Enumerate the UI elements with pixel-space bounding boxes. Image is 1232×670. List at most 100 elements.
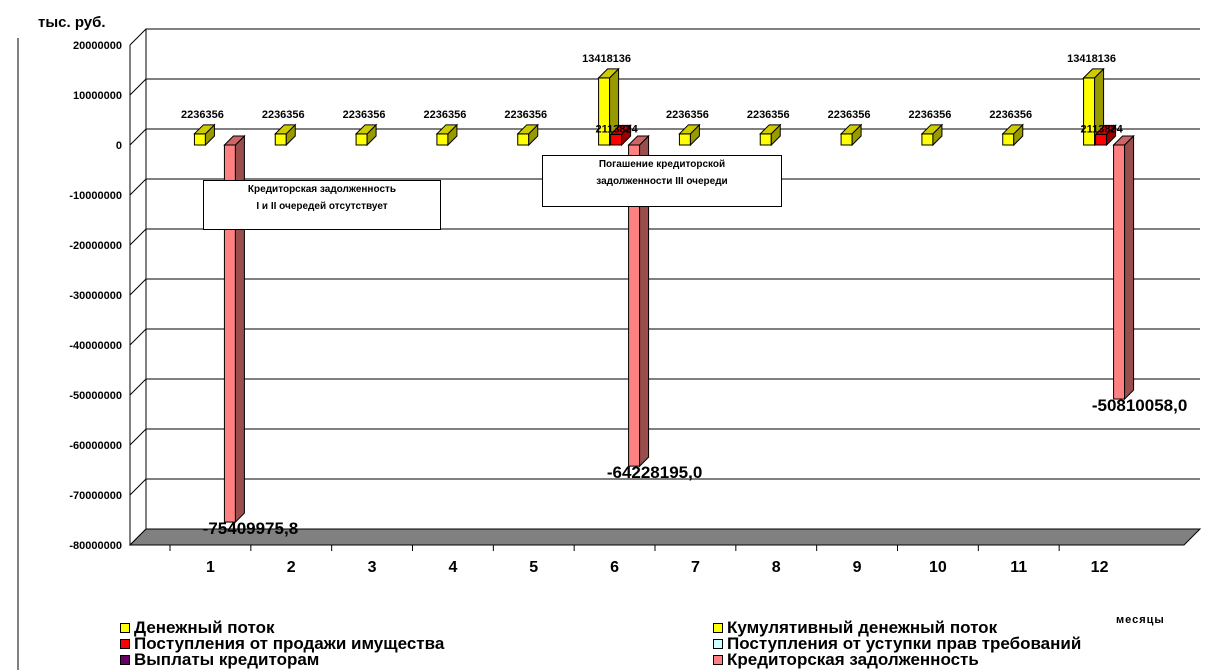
bar-cash-flow-top [516, 124, 539, 135]
y-tick-label: -40000000 [69, 340, 122, 352]
gridline [129, 428, 1200, 446]
bar-accounts-payable-top [627, 135, 650, 146]
y-tick-label: 20000000 [73, 40, 122, 52]
data-label-accounts-payable: -75409975,8 [203, 519, 298, 538]
y-tick-label: -60000000 [69, 440, 122, 452]
x-tick-label: 1 [206, 559, 215, 576]
annotation-debt-repayment: Погашение кредиторской задолженности III… [542, 155, 782, 207]
bar-cash-flow [193, 133, 206, 146]
legend-item-creditor-payments: Выплаты кредиторам [120, 651, 319, 668]
legend-label: Кредиторская задолженность [727, 650, 979, 669]
bar-cash-flow-top [1001, 124, 1024, 135]
y-tick-label: -30000000 [69, 290, 122, 302]
bar-cash-flow [1002, 133, 1015, 146]
bar-cash-flow-top [759, 124, 782, 135]
data-label-cash-flow: 2236356 [424, 109, 467, 121]
legend-item-cumulative-cash-flow: Кумулятивный денежный поток [713, 619, 997, 636]
bar-accounts-payable-side [1124, 134, 1135, 401]
legend-item-accounts-payable: Кредиторская задолженность [713, 651, 979, 668]
bar-property-sales [610, 133, 623, 146]
data-label-cash-flow: 2236356 [666, 109, 709, 121]
legend-label: Кумулятивный денежный поток [727, 618, 998, 637]
gridline [129, 78, 1200, 96]
gridline [129, 328, 1200, 346]
y-tick-label: 0 [116, 140, 122, 152]
legend-item-property-sales: Поступления от продажи имущества [120, 635, 444, 652]
legend-swatch [713, 654, 723, 665]
x-tick-label: 5 [529, 559, 538, 576]
bar-property-sales-top [1094, 124, 1117, 135]
legend-label: Поступления от уступки прав требований [727, 634, 1082, 653]
bar-accounts-payable-top [223, 135, 246, 146]
bar-property-sales-top [609, 124, 632, 135]
bar-cash-flow-top [920, 124, 944, 135]
data-label-accounts-payable: -50810058,0 [1092, 396, 1187, 415]
legend-swatch [120, 638, 130, 649]
bar-accounts-payable [1113, 144, 1126, 400]
data-label-property-sales: 2113824 [1080, 123, 1123, 135]
data-label-cash-flow: 2236356 [262, 109, 305, 121]
data-label-cash-flow: 2236356 [989, 109, 1032, 121]
data-label-cash-flow: 13418136 [582, 53, 631, 65]
y-axis-title: тыс. руб. [38, 14, 106, 31]
legend-swatch [713, 638, 723, 649]
x-tick-label: 10 [929, 559, 947, 576]
bar-cash-flow [436, 133, 449, 146]
data-label-cash-flow: 13418136 [1067, 53, 1116, 65]
data-label-accounts-payable: -64228195,0 [607, 463, 702, 482]
x-axis-title: месяцы [1116, 614, 1165, 626]
legend-swatch [120, 654, 130, 665]
legend-label: Выплаты кредиторам [134, 650, 320, 669]
x-tick-label: 9 [853, 559, 862, 576]
y-tick-label: -50000000 [69, 390, 122, 402]
bar-cash-flow [678, 133, 691, 146]
gridline [129, 28, 1200, 46]
x-tick-label: 4 [448, 559, 457, 576]
bar-cash-flow-top [354, 124, 378, 135]
bar-cash-flow [355, 133, 368, 146]
bar-property-sales [1095, 133, 1108, 146]
legend-label: Денежный поток [134, 618, 275, 637]
gridline [129, 378, 1200, 396]
legend-swatch [120, 622, 130, 633]
x-tick-label: 2 [287, 559, 296, 576]
x-tick-label: 12 [1091, 559, 1109, 576]
y-tick-label: -10000000 [69, 190, 122, 202]
bar-cash-flow [840, 133, 853, 146]
bar-cash-flow-top [1082, 68, 1105, 79]
legend-label: Поступления от продажи имущества [134, 634, 445, 653]
data-label-cash-flow: 2236356 [828, 109, 871, 121]
bar-cash-flow [274, 133, 287, 146]
data-label-cash-flow: 2236356 [909, 109, 952, 121]
bar-cash-flow-top [193, 124, 216, 135]
bar-cash-flow-top [597, 68, 620, 79]
x-tick-label: 8 [772, 559, 781, 576]
data-label-cash-flow: 2236356 [181, 109, 224, 121]
bar-cash-flow-top [678, 124, 701, 135]
gridline [129, 228, 1200, 246]
y-tick-label: -70000000 [69, 490, 122, 502]
bar-cash-flow-top [839, 124, 863, 135]
y-tick-label: 10000000 [73, 90, 122, 102]
bar-cash-flow [759, 133, 772, 146]
bar-cash-flow-top [435, 124, 459, 135]
chart-legend: Денежный поток Поступления от продажи им… [0, 619, 1232, 669]
y-tick-label: -20000000 [69, 240, 122, 252]
x-tick-label: 6 [610, 559, 619, 576]
bar-accounts-payable-top [1112, 135, 1135, 146]
legend-item-claims-assignment: Поступления от уступки прав требований [713, 635, 1081, 652]
x-tick-label: 7 [691, 559, 700, 576]
data-label-cash-flow: 2236356 [343, 109, 386, 121]
bar-cash-flow [921, 133, 934, 146]
data-label-cash-flow: 2236356 [747, 109, 790, 121]
bar-cash-flow-top [274, 124, 297, 135]
bar-cash-flow [517, 133, 530, 146]
x-tick-label: 3 [368, 559, 377, 576]
y-tick-label: -80000000 [69, 540, 122, 552]
annotation-no-debt: Кредиторская задолженность I и II очеред… [203, 180, 441, 230]
legend-swatch [713, 622, 723, 633]
x-tick-label: 11 [1010, 559, 1027, 576]
data-label-cash-flow: 2236356 [504, 109, 547, 121]
legend-item-cash-flow: Денежный поток [120, 619, 275, 636]
